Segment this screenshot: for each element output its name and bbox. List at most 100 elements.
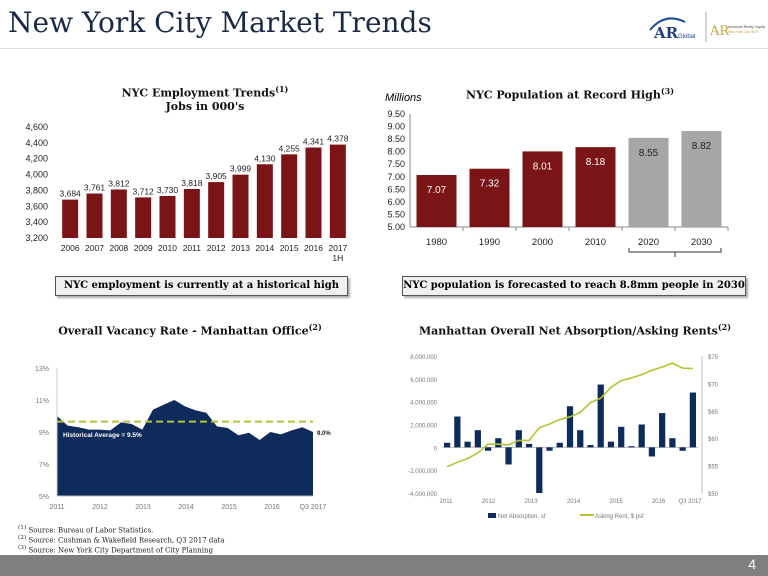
x-tick-label: 2016 bbox=[304, 243, 323, 253]
x-tick-label: Q3 2017 bbox=[300, 504, 327, 511]
y-tick-label: 7% bbox=[39, 462, 49, 469]
y-tick-label: 13% bbox=[35, 366, 49, 373]
absorption-bar bbox=[577, 430, 584, 448]
absorption-bar bbox=[546, 447, 553, 451]
population-y-label: Millions bbox=[385, 92, 422, 104]
forecast-brace bbox=[628, 248, 722, 257]
footnote-ref: (3) bbox=[660, 86, 674, 96]
sup: (2) bbox=[18, 535, 27, 541]
x-tick-label: 2012 bbox=[207, 243, 226, 253]
absorption-chart: -4,000,000 -2,000,000 0 2,000,000 4,000,000 6… bbox=[408, 355, 719, 520]
data-label: 3,818 bbox=[181, 178, 203, 188]
bar bbox=[110, 189, 127, 238]
bar bbox=[232, 174, 249, 238]
data-label: 3,730 bbox=[157, 185, 179, 195]
data-label: 3,684 bbox=[60, 189, 82, 199]
data-label: 3,905 bbox=[206, 171, 228, 181]
x-tick-label: 1H bbox=[332, 253, 343, 263]
data-label: 8.55 bbox=[639, 148, 659, 159]
absorption-bar bbox=[597, 384, 604, 448]
y-right-tick-label: $60 bbox=[708, 437, 719, 443]
data-label: 3,999 bbox=[230, 164, 252, 174]
y-right-tick-label: $50 bbox=[708, 492, 719, 498]
absorption-bar bbox=[566, 406, 574, 448]
title-text: NYC Population at Record High bbox=[466, 88, 661, 102]
x-tick-label: 2000 bbox=[532, 237, 553, 248]
x-tick-label: 2016 bbox=[652, 499, 666, 505]
bar bbox=[628, 137, 669, 227]
source-text: Source: Bureau of Labor Statistics. bbox=[28, 526, 154, 535]
y-right-tick-label: $70 bbox=[708, 382, 719, 388]
bar bbox=[681, 131, 722, 227]
bar bbox=[416, 175, 457, 227]
page-number: 4 bbox=[748, 556, 756, 572]
data-label: 8.01 bbox=[533, 161, 553, 172]
y-tick-label: 7.50 bbox=[387, 159, 405, 169]
employment-chart-title: NYC Employment Trends(1) Jobs in 000's bbox=[60, 84, 350, 113]
source-1: (1) Source: Bureau of Labor Statistics. bbox=[18, 525, 153, 534]
x-tick-label: 2013 bbox=[135, 504, 151, 511]
source-text: Source: New York City Department of City… bbox=[28, 546, 214, 555]
legend-label: Net Absorption, sf bbox=[498, 514, 546, 520]
bar bbox=[159, 195, 176, 238]
y-left-tick-label: 0 bbox=[434, 446, 438, 452]
absorption-bar bbox=[648, 447, 656, 457]
absorption-bar bbox=[474, 430, 481, 448]
absorption-bar bbox=[515, 430, 522, 448]
y-tick-label: 4,200 bbox=[25, 154, 48, 164]
vacancy-area bbox=[57, 400, 313, 496]
y-tick-label: 11% bbox=[36, 398, 50, 405]
data-label: 3,761 bbox=[84, 183, 106, 193]
y-left-tick-label: -2,000,000 bbox=[408, 469, 437, 475]
y-tick-label: 3,600 bbox=[25, 201, 48, 211]
asking-rent-line bbox=[446, 362, 693, 468]
end-value-label: 9.0% bbox=[317, 431, 331, 437]
absorption-bar bbox=[618, 426, 625, 448]
x-tick-label: 2015 bbox=[221, 504, 237, 511]
y-tick-label: 3,800 bbox=[25, 185, 48, 195]
y-left-tick-label: 2,000,000 bbox=[410, 424, 437, 430]
absorption-bar bbox=[659, 413, 666, 448]
data-label: 4,341 bbox=[303, 137, 325, 147]
x-tick-label: 2013 bbox=[231, 243, 250, 253]
x-tick-label: 2017 bbox=[328, 243, 347, 253]
page-title: New York City Market Trends bbox=[8, 6, 432, 39]
y-left-tick-label: 4,000,000 bbox=[410, 401, 437, 407]
data-label: 4,255 bbox=[279, 143, 301, 153]
y-tick-label: 7.00 bbox=[387, 172, 405, 182]
absorption-bar bbox=[464, 441, 471, 448]
x-tick-label: 2012 bbox=[482, 499, 496, 505]
y-tick-label: 6.00 bbox=[387, 197, 405, 207]
svg-text:AR: AR bbox=[653, 24, 679, 42]
y-tick-label: 4,000 bbox=[25, 170, 48, 180]
employment-callout: NYC employment is currently at a histori… bbox=[55, 276, 348, 296]
svg-text:American Realty Capital: American Realty Capital bbox=[728, 25, 765, 29]
y-tick-label: 5.00 bbox=[387, 222, 405, 232]
svg-text:AR: AR bbox=[709, 24, 730, 39]
sup: (3) bbox=[18, 545, 27, 551]
x-tick-label: 2014 bbox=[567, 499, 581, 505]
absorption-bar bbox=[628, 446, 635, 448]
x-tick-label: 2010 bbox=[585, 237, 606, 248]
footnote-ref: (2) bbox=[308, 322, 322, 332]
data-label: 8.18 bbox=[586, 157, 606, 168]
data-label: 4,378 bbox=[327, 134, 349, 144]
bar bbox=[86, 193, 103, 238]
title-text: Overall Vacancy Rate - Manhattan Office bbox=[58, 324, 309, 338]
subtitle: Jobs in 000's bbox=[165, 99, 245, 113]
absorption-chart-title: Manhattan Overall Net Absorption/Asking … bbox=[410, 322, 740, 338]
bar bbox=[305, 147, 322, 238]
footer-bar: 4 bbox=[0, 555, 768, 576]
absorption-bar bbox=[495, 438, 502, 448]
source-3: (3) Source: New York City Department of … bbox=[18, 545, 213, 554]
svg-text:Global: Global bbox=[678, 34, 695, 40]
data-label: 7.32 bbox=[480, 179, 500, 190]
y-tick-label: 3,400 bbox=[25, 217, 48, 227]
x-tick-label: 2007 bbox=[85, 243, 104, 253]
average-label: Historical Average = 9.5% bbox=[63, 432, 142, 439]
x-tick-label: Q3 2017 bbox=[678, 499, 702, 505]
bar bbox=[256, 164, 273, 238]
absorption-bar bbox=[556, 442, 563, 448]
absorption-bar bbox=[689, 392, 696, 448]
bar bbox=[183, 189, 200, 238]
